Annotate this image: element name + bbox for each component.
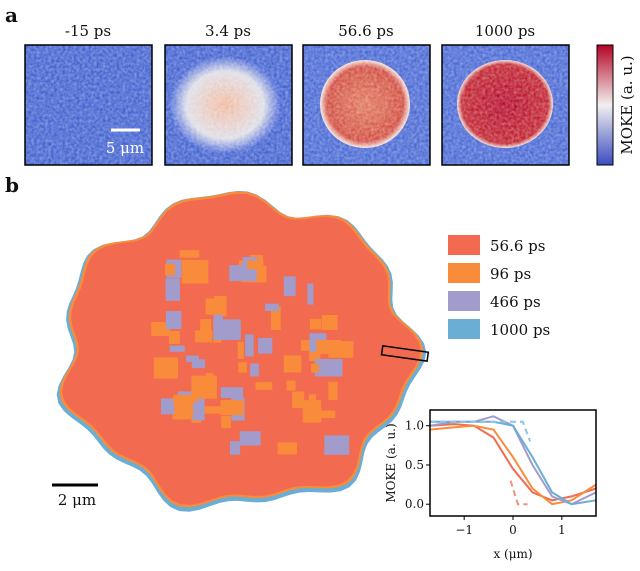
patch bbox=[292, 391, 305, 409]
patch bbox=[310, 363, 319, 373]
panel-label: a bbox=[5, 3, 18, 27]
patch bbox=[174, 394, 194, 419]
legend-swatch bbox=[448, 291, 480, 311]
patch bbox=[309, 318, 322, 330]
patch bbox=[169, 345, 185, 352]
patch bbox=[205, 373, 214, 391]
patch bbox=[200, 319, 212, 339]
legend-label: 56.6 ps bbox=[490, 237, 545, 255]
patch bbox=[320, 410, 336, 419]
y-tick-label: 0.5 bbox=[405, 458, 424, 472]
x-tick-label: 0 bbox=[509, 523, 517, 537]
patch bbox=[283, 355, 302, 373]
patch bbox=[164, 263, 176, 276]
legend-label: 96 ps bbox=[490, 265, 531, 283]
image-title: 3.4 ps bbox=[205, 22, 251, 40]
y-tick-label: 1.0 bbox=[405, 419, 424, 433]
patch bbox=[205, 298, 224, 315]
colorbar bbox=[596, 44, 614, 166]
patch bbox=[160, 398, 177, 415]
patch bbox=[247, 260, 264, 270]
patch bbox=[283, 276, 296, 297]
x-axis-label: x (μm) bbox=[493, 547, 532, 561]
patch bbox=[165, 311, 182, 330]
colorbar-label: MOKE (a. u.) bbox=[618, 55, 636, 154]
patch bbox=[255, 382, 273, 390]
domain-map bbox=[56, 190, 427, 512]
patch bbox=[239, 431, 261, 446]
legend-swatch bbox=[448, 235, 480, 255]
profile-line bbox=[429, 423, 597, 502]
patch bbox=[277, 442, 298, 455]
scale-bar-label: 2 μm bbox=[58, 491, 96, 509]
patch bbox=[258, 337, 273, 354]
legend-label: 1000 ps bbox=[490, 321, 550, 339]
cut-marker bbox=[380, 344, 430, 362]
image-title: -15 ps bbox=[65, 22, 111, 40]
patch bbox=[321, 314, 338, 330]
patch bbox=[165, 278, 180, 301]
patch bbox=[286, 380, 296, 391]
y-tick-label: 0.0 bbox=[405, 497, 424, 511]
patch bbox=[220, 387, 244, 398]
profile-line bbox=[509, 480, 528, 506]
patch bbox=[300, 340, 317, 351]
patch bbox=[250, 363, 259, 377]
patch bbox=[168, 330, 180, 345]
patch bbox=[238, 362, 247, 373]
image-row: 5 μm MOKE (a. u.) bbox=[24, 44, 636, 166]
patch bbox=[314, 359, 343, 377]
patch bbox=[309, 344, 321, 361]
image-title: 1000 ps bbox=[475, 22, 535, 40]
patch bbox=[221, 416, 232, 429]
patch bbox=[191, 359, 206, 369]
patch bbox=[191, 397, 205, 421]
patch bbox=[181, 260, 209, 284]
patch bbox=[153, 357, 179, 379]
image-title: 56.6 ps bbox=[338, 22, 393, 40]
patch bbox=[307, 283, 314, 305]
x-tick-label: −1 bbox=[455, 523, 473, 537]
patch bbox=[213, 319, 241, 341]
y-axis-label: MOKE (a. u.) bbox=[384, 423, 398, 502]
scale-bar-label: 5 μm bbox=[106, 139, 144, 157]
panel-label: b bbox=[5, 173, 19, 197]
patch bbox=[265, 303, 279, 311]
patch bbox=[316, 339, 342, 354]
patch bbox=[151, 321, 171, 336]
legend-swatch bbox=[448, 319, 480, 339]
patch bbox=[229, 441, 241, 455]
patch bbox=[186, 355, 199, 362]
legend-swatch bbox=[448, 263, 480, 283]
patch bbox=[324, 435, 350, 455]
patch bbox=[245, 334, 254, 357]
patch bbox=[179, 250, 200, 258]
patch bbox=[328, 381, 338, 400]
patch bbox=[302, 400, 322, 423]
profile-line bbox=[430, 420, 532, 442]
x-tick-label: 1 bbox=[558, 523, 566, 537]
legend-label: 466 ps bbox=[490, 293, 541, 311]
patch bbox=[220, 400, 244, 416]
patch bbox=[201, 406, 222, 414]
patch bbox=[270, 306, 281, 330]
patch bbox=[237, 341, 244, 359]
